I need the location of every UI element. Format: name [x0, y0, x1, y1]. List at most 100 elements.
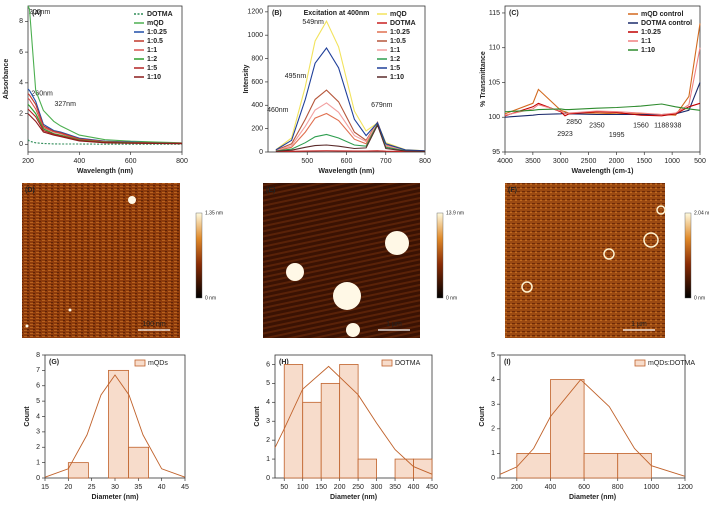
x-tick-label: 700	[380, 158, 392, 165]
x-tick-label: 200	[511, 484, 523, 491]
legend-label: DOTMA	[390, 20, 416, 27]
image-label: (F)	[508, 187, 517, 194]
hist-bar	[339, 364, 359, 479]
colorbar-min: 0 nm	[694, 295, 705, 301]
panel-label: (B)	[272, 10, 282, 17]
x-tick-label: 800	[612, 484, 624, 491]
legend-label: 1:10	[641, 47, 655, 54]
y-axis-label: Absorbance	[3, 59, 10, 100]
y-tick-label: 5	[491, 352, 495, 359]
afm-feature	[68, 308, 72, 312]
fit-curve	[274, 365, 433, 475]
x-tick-label: 200	[22, 158, 34, 165]
series-line	[504, 103, 701, 113]
legend-label: 1:1	[390, 47, 400, 54]
afm-feature	[25, 324, 29, 328]
afm-feature	[286, 263, 304, 281]
colorbar-max: 1.35 nm	[205, 210, 223, 216]
series-line	[275, 122, 426, 152]
legend-label: DOTMA	[395, 360, 421, 367]
y-axis-label: Count	[24, 406, 31, 427]
x-tick-label: 2000	[609, 158, 625, 165]
x-axis-label: Wavelength (nm)	[77, 168, 133, 175]
hist-bar	[394, 458, 414, 479]
x-tick-label: 200	[334, 484, 346, 491]
x-tick-label: 35	[134, 484, 142, 491]
x-tick-label: 3000	[553, 158, 569, 165]
x-tick-label: 30	[111, 484, 119, 491]
legend-label: 1:2	[390, 56, 400, 63]
series-line	[275, 150, 425, 152]
annotation: 2850	[566, 119, 582, 126]
x-tick-label: 40	[158, 484, 166, 491]
colorbar-max: 13.9 nm	[446, 210, 464, 216]
legend-swatch	[134, 359, 146, 367]
y-tick-label: 7	[36, 367, 40, 374]
y-tick-label: 0	[259, 149, 263, 156]
panel-label: (H)	[279, 359, 289, 366]
x-tick-label: 45	[181, 484, 189, 491]
afm-image	[22, 183, 180, 338]
y-axis-label: Intensity	[243, 65, 250, 94]
legend-label: 1:10	[147, 74, 161, 81]
x-tick-label: 300	[371, 484, 383, 491]
x-tick-label: 350	[389, 484, 401, 491]
legend-swatch	[634, 359, 646, 367]
x-tick-label: 3500	[525, 158, 541, 165]
x-tick-label: 25	[88, 484, 96, 491]
series-line	[27, 104, 183, 145]
y-tick-label: 3	[36, 429, 40, 436]
x-axis-label: Diameter (nm)	[91, 494, 138, 501]
annotation: 2350	[589, 122, 605, 129]
hist-bar	[550, 379, 585, 479]
legend-label: 1:2	[147, 56, 157, 63]
y-tick-label: 800	[251, 55, 263, 62]
scale-bar-label: 100 nm	[142, 321, 166, 328]
plot-frame	[27, 5, 183, 153]
series-line	[504, 47, 701, 116]
x-tick-label: 2500	[581, 158, 597, 165]
y-axis-label: % Transmittance	[480, 51, 487, 107]
annotation: 260nm	[31, 90, 53, 97]
x-tick-label: 100	[297, 484, 309, 491]
annotation: 549nm	[302, 19, 324, 26]
legend-label: 1:0.5	[147, 38, 163, 45]
x-tick-label: 150	[315, 484, 327, 491]
x-tick-label: 1000	[664, 158, 680, 165]
legend-label: 1:5	[147, 65, 157, 72]
x-tick-label: 1200	[677, 484, 693, 491]
x-tick-label: 800	[176, 158, 188, 165]
subtitle: Excitation at 400nm	[304, 10, 370, 17]
x-tick-label: 500	[301, 158, 313, 165]
series-line	[27, 139, 182, 145]
y-tick-label: 4	[266, 399, 270, 406]
afm-feature	[643, 232, 659, 248]
x-tick-label: 450	[426, 484, 438, 491]
legend-label: mQD control	[641, 11, 683, 18]
annotation: 206nm	[29, 9, 51, 16]
x-tick-label: 250	[352, 484, 364, 491]
series-line	[275, 123, 426, 152]
annotation: 679nm	[371, 102, 393, 109]
series-line	[27, 97, 183, 144]
image-label: (E)	[266, 187, 275, 194]
afm-feature	[333, 282, 361, 310]
x-tick-label: 1000	[644, 484, 660, 491]
annotation: 2923	[557, 131, 573, 138]
y-tick-label: 3	[266, 418, 270, 425]
legend-label: 1:10	[390, 74, 404, 81]
y-axis-label: Count	[254, 406, 261, 427]
colorbar	[195, 212, 203, 299]
image-label: (D)	[25, 187, 35, 194]
x-tick-label: 4000	[497, 158, 513, 165]
y-tick-label: 600	[251, 79, 263, 86]
x-tick-label: 1500	[636, 158, 652, 165]
series-line	[275, 102, 426, 152]
colorbar-max: 2.04 nm	[694, 210, 709, 216]
legend-label: DOTMA control	[641, 20, 692, 27]
scale-bar-label: 1 µm	[386, 321, 402, 328]
x-axis-label: Diameter (nm)	[569, 494, 616, 501]
y-tick-label: 1	[36, 459, 40, 466]
y-tick-label: 200	[251, 125, 263, 132]
